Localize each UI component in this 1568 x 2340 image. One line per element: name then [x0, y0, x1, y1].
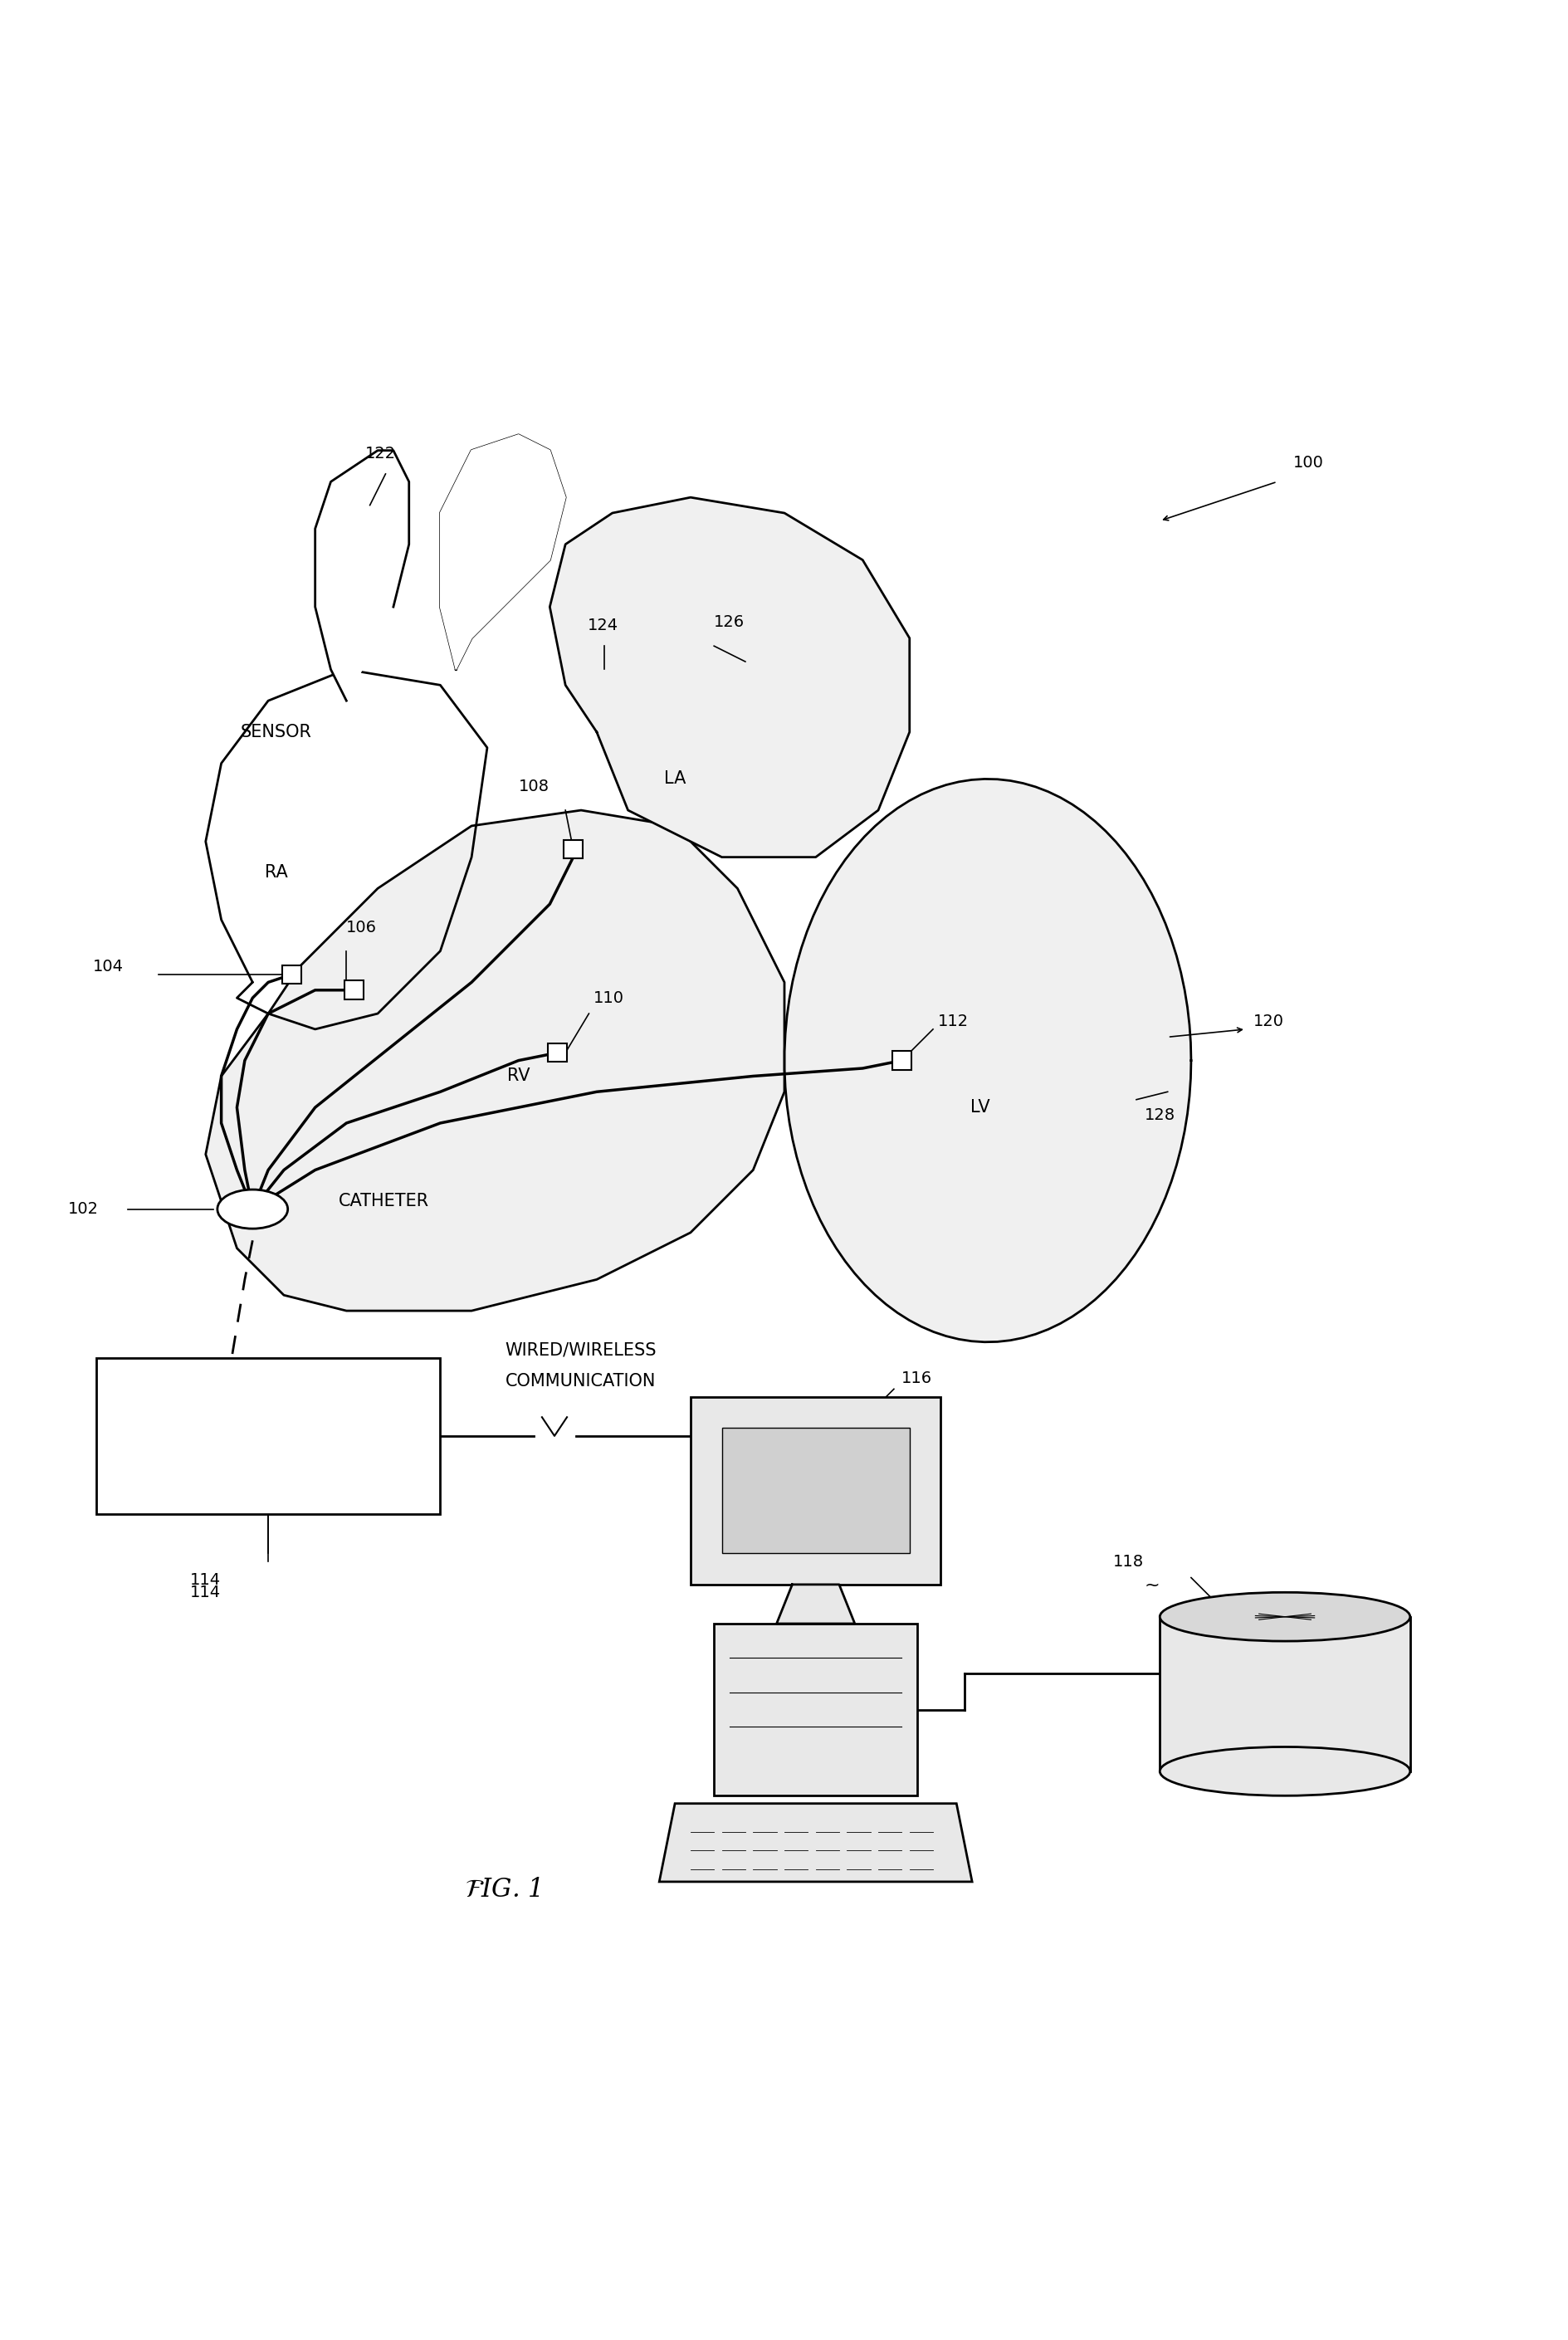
Polygon shape — [784, 779, 1190, 1343]
Text: PROCESSING: PROCESSING — [216, 1427, 320, 1444]
Text: LV: LV — [969, 1100, 989, 1116]
Text: 124: 124 — [586, 618, 618, 634]
Polygon shape — [776, 1584, 855, 1624]
Text: 118: 118 — [1112, 1554, 1143, 1570]
Text: LA: LA — [663, 770, 685, 786]
Bar — [563, 840, 582, 859]
Bar — [892, 1051, 911, 1069]
Text: 102: 102 — [67, 1200, 99, 1217]
Text: 106: 106 — [347, 920, 376, 936]
Text: 100: 100 — [1292, 454, 1323, 470]
Text: 120: 120 — [1253, 1013, 1284, 1030]
Text: COMPUTING: COMPUTING — [762, 1685, 869, 1701]
Polygon shape — [659, 1804, 972, 1881]
Text: 110: 110 — [593, 990, 624, 1006]
Ellipse shape — [218, 1189, 287, 1228]
Bar — [547, 1044, 566, 1062]
Bar — [1159, 1617, 1410, 1771]
Text: 126: 126 — [713, 615, 745, 629]
Polygon shape — [721, 1427, 909, 1554]
Ellipse shape — [1159, 1591, 1410, 1640]
Text: DEVICE: DEVICE — [238, 1451, 298, 1467]
Text: 116: 116 — [902, 1371, 931, 1385]
Ellipse shape — [1159, 1748, 1410, 1795]
Polygon shape — [205, 810, 784, 1310]
Polygon shape — [549, 498, 909, 856]
Text: 122: 122 — [365, 445, 395, 461]
Text: DEVICE: DEVICE — [784, 1718, 847, 1734]
Text: SENSOR: SENSOR — [240, 723, 312, 739]
Text: WIRED/WIRELESS: WIRED/WIRELESS — [505, 1341, 657, 1357]
Bar — [282, 964, 301, 983]
Text: 104: 104 — [93, 959, 124, 973]
FancyBboxPatch shape — [96, 1357, 441, 1514]
Text: ~: ~ — [1143, 1577, 1159, 1594]
Text: 114: 114 — [190, 1572, 221, 1589]
Polygon shape — [690, 1397, 941, 1584]
Text: CATHETER: CATHETER — [339, 1193, 430, 1210]
Text: 112: 112 — [938, 1013, 967, 1030]
Text: SIGNAL: SIGNAL — [238, 1404, 298, 1420]
Text: 114: 114 — [190, 1584, 221, 1601]
Polygon shape — [441, 435, 564, 669]
Text: RA: RA — [265, 863, 287, 882]
Text: DATABASE: DATABASE — [1239, 1781, 1330, 1797]
Text: $\mathcal{F}$IG. 1: $\mathcal{F}$IG. 1 — [464, 1877, 541, 1902]
Polygon shape — [315, 449, 409, 700]
Text: COMMUNICATION: COMMUNICATION — [505, 1374, 655, 1390]
Text: 128: 128 — [1143, 1107, 1174, 1123]
Text: ANALYSIS: ANALYSIS — [1243, 1748, 1325, 1764]
Bar — [345, 980, 364, 999]
FancyBboxPatch shape — [713, 1624, 917, 1795]
Text: RV: RV — [506, 1067, 530, 1083]
Text: 108: 108 — [517, 779, 549, 796]
